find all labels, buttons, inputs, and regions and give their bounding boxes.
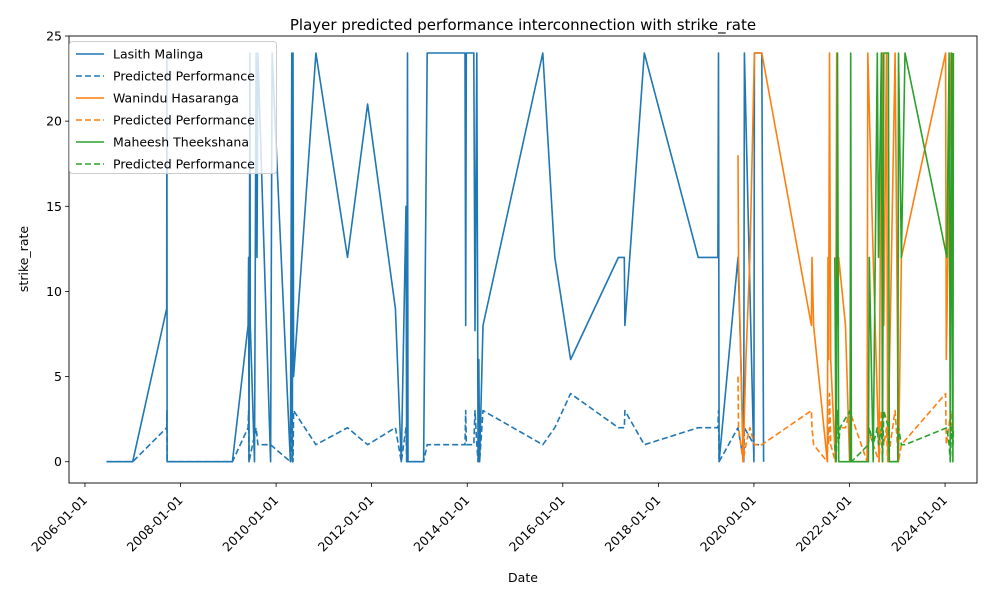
series-layer xyxy=(106,52,955,463)
legend-label: Wanindu Hasaranga xyxy=(113,91,239,106)
x-tick-label: 2010-01-01 xyxy=(219,493,281,555)
x-tick-label: 2020-01-01 xyxy=(697,493,759,555)
legend-label: Predicted Performance xyxy=(113,69,255,84)
legend-label: Predicted Performance xyxy=(113,113,255,128)
x-axis: 2006-01-01 2008-01-01 2010-01-01 2012-01-01… xyxy=(28,483,950,554)
legend-box xyxy=(69,41,277,174)
y-tick-label: 0 xyxy=(54,454,62,469)
chart-title: Player predicted performance interconnec… xyxy=(290,16,756,35)
y-axis-title: strike_rate xyxy=(16,226,31,292)
y-tick-label: 5 xyxy=(54,369,62,384)
x-tick-label: 2018-01-01 xyxy=(602,493,664,555)
x-axis-title: Date xyxy=(508,570,538,585)
x-tick-label: 2012-01-01 xyxy=(315,493,377,555)
y-tick-label: 20 xyxy=(46,114,62,129)
legend: Lasith Malinga Predicted Performance Wanin… xyxy=(69,41,277,174)
x-tick-label: 2024-01-01 xyxy=(888,493,950,555)
x-tick-label: 2008-01-01 xyxy=(124,493,186,555)
series-line-1 xyxy=(106,392,764,463)
legend-label: Maheesh Theekshana xyxy=(113,135,249,150)
legend-label: Predicted Performance xyxy=(113,157,255,172)
y-tick-label: 10 xyxy=(46,284,62,299)
series-line-4 xyxy=(834,52,955,463)
x-tick-label: 2016-01-01 xyxy=(506,493,568,555)
x-tick-label: 2014-01-01 xyxy=(410,493,472,555)
series-line-3 xyxy=(737,376,953,463)
series-line-2 xyxy=(737,52,954,463)
x-tick-label: 2022-01-01 xyxy=(793,493,855,555)
plot-frame xyxy=(68,35,978,484)
y-tick-label: 15 xyxy=(46,199,62,214)
plot-area xyxy=(68,35,978,484)
x-tick-label: 2006-01-01 xyxy=(28,493,90,555)
y-tick-label: 25 xyxy=(46,29,62,44)
legend-label: Lasith Malinga xyxy=(113,47,203,62)
y-axis: 0 5 10 15 20 25 xyxy=(46,29,69,469)
series-line-5 xyxy=(834,409,955,463)
